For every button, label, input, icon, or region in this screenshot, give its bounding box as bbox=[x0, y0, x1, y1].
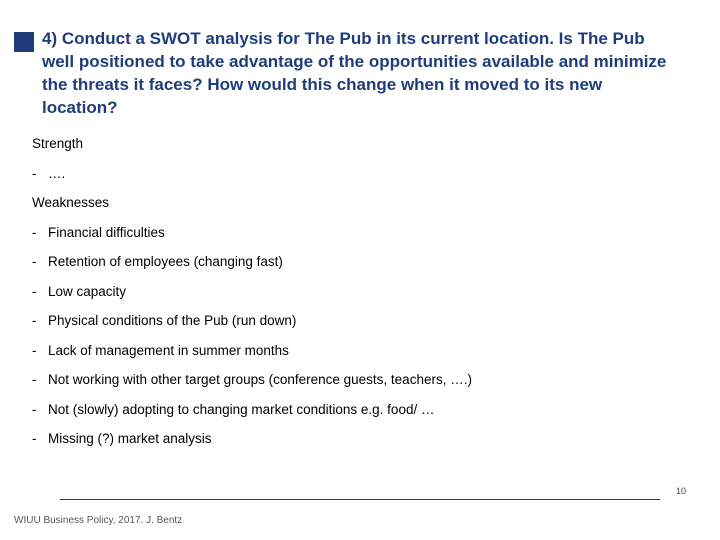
bullet-text: Retention of employees (changing fast) bbox=[48, 253, 680, 271]
bullet-dash: - bbox=[32, 401, 48, 419]
bullet-text: Low capacity bbox=[48, 283, 680, 301]
bullet-text: Financial difficulties bbox=[48, 224, 680, 242]
title-bullet-square bbox=[14, 32, 34, 52]
slide-title: 4) Conduct a SWOT analysis for The Pub i… bbox=[42, 28, 680, 120]
list-item: - …. bbox=[32, 165, 680, 183]
bullet-dash: - bbox=[32, 342, 48, 360]
bullet-dash: - bbox=[32, 224, 48, 242]
list-item: - Retention of employees (changing fast) bbox=[32, 253, 680, 271]
weaknesses-label: Weaknesses bbox=[32, 194, 680, 212]
list-item: - Low capacity bbox=[32, 283, 680, 301]
bullet-text: Physical conditions of the Pub (run down… bbox=[48, 312, 680, 330]
strength-label: Strength bbox=[32, 135, 680, 153]
list-item: - Financial difficulties bbox=[32, 224, 680, 242]
bullet-dash: - bbox=[32, 165, 48, 183]
footer-divider bbox=[60, 499, 660, 500]
bullet-text: Not (slowly) adopting to changing market… bbox=[48, 401, 680, 419]
list-item: - Missing (?) market analysis bbox=[32, 430, 680, 448]
list-item: - Not working with other target groups (… bbox=[32, 371, 680, 389]
bullet-dash: - bbox=[32, 283, 48, 301]
bullet-text: Lack of management in summer months bbox=[48, 342, 680, 360]
bullet-text: …. bbox=[48, 165, 680, 183]
bullet-dash: - bbox=[32, 371, 48, 389]
slide-body: Strength - …. Weaknesses - Financial dif… bbox=[32, 135, 680, 460]
list-item: - Lack of management in summer months bbox=[32, 342, 680, 360]
list-item: - Not (slowly) adopting to changing mark… bbox=[32, 401, 680, 419]
bullet-text: Not working with other target groups (co… bbox=[48, 371, 680, 389]
bullet-dash: - bbox=[32, 253, 48, 271]
footer-text: WIUU Business Policy, 2017. J. Bentz bbox=[14, 515, 182, 526]
bullet-dash: - bbox=[32, 430, 48, 448]
bullet-dash: - bbox=[32, 312, 48, 330]
page-number: 10 bbox=[676, 486, 686, 496]
list-item: - Physical conditions of the Pub (run do… bbox=[32, 312, 680, 330]
bullet-text: Missing (?) market analysis bbox=[48, 430, 680, 448]
